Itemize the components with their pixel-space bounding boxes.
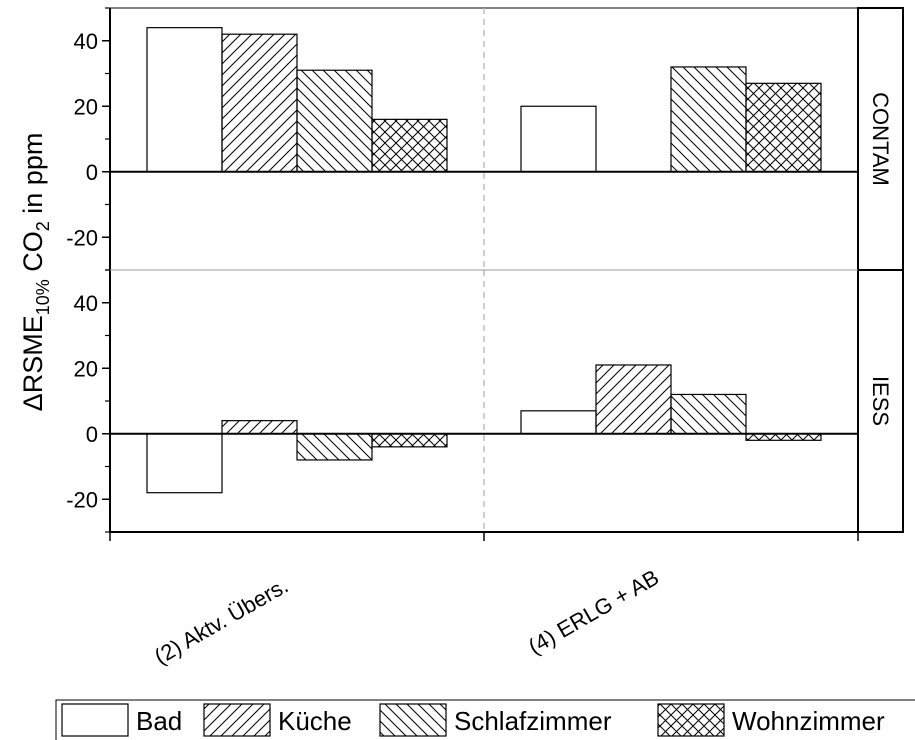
legend-label-schlafzimmer: Schlafzimmer: [454, 706, 612, 736]
legend-frame: [55, 699, 915, 740]
bar-contam-bad-1: [520, 105, 597, 173]
bar-iess-bad-0: [146, 433, 223, 494]
y-tick-label-0-20: 20: [74, 94, 98, 119]
legend-label-küche: Küche: [278, 706, 352, 736]
legend-swatch-bad: [61, 703, 129, 737]
y-tick-label-0-0: 0: [86, 160, 98, 185]
bar-iess-schlafzimmer-0: [296, 433, 373, 461]
y-tick-label-1-0: 0: [86, 422, 98, 447]
bar-contam-schlafzimmer-0: [296, 69, 373, 173]
y-tick-label-1-40: 40: [74, 291, 98, 316]
category-label-1: (4) ERLG + AB: [524, 565, 663, 660]
category-label-0: (2) Aktv. Übers.: [150, 573, 292, 670]
bar-contam-bad-0: [146, 27, 223, 173]
bars-layer: [146, 27, 822, 494]
legend-label-bad: Bad: [136, 706, 182, 736]
y-tick-label-0-40: 40: [74, 29, 98, 54]
y-axis-label: ΔRSME10% CO2 in ppm: [18, 133, 53, 412]
panels-layer: CONTAM IESS: [109, 7, 904, 533]
y-tick-label-1--20: -20: [66, 487, 98, 512]
y-tick-label-0--20: -20: [66, 225, 98, 250]
bar-iess-schlafzimmer-1: [670, 393, 747, 435]
bar-contam-schlafzimmer-1: [670, 66, 747, 173]
bar-iess-küche-1: [595, 364, 672, 435]
legend-swatch-schlafzimmer: [379, 703, 447, 737]
legend-swatch-küche: [203, 703, 271, 737]
legend: Bad Küche Schlafzimmer Wohnzimmer: [55, 699, 915, 740]
bar-contam-wohnzimmer-1: [745, 82, 822, 173]
legend-swatch-wohnzimmer: [657, 703, 725, 737]
bar-iess-bad-1: [520, 410, 597, 435]
panel-strip-1: [857, 269, 904, 533]
bar-iess-küche-0: [221, 420, 298, 435]
y-tick-label-1-20: 20: [74, 356, 98, 381]
panel-label-1: IESS: [868, 376, 893, 426]
panel-label-0: CONTAM: [868, 92, 893, 186]
bar-contam-küche-0: [221, 33, 298, 173]
legend-label-wohnzimmer: Wohnzimmer: [732, 706, 885, 736]
bar-contam-wohnzimmer-0: [371, 118, 448, 173]
bar-iess-wohnzimmer-0: [371, 433, 448, 448]
